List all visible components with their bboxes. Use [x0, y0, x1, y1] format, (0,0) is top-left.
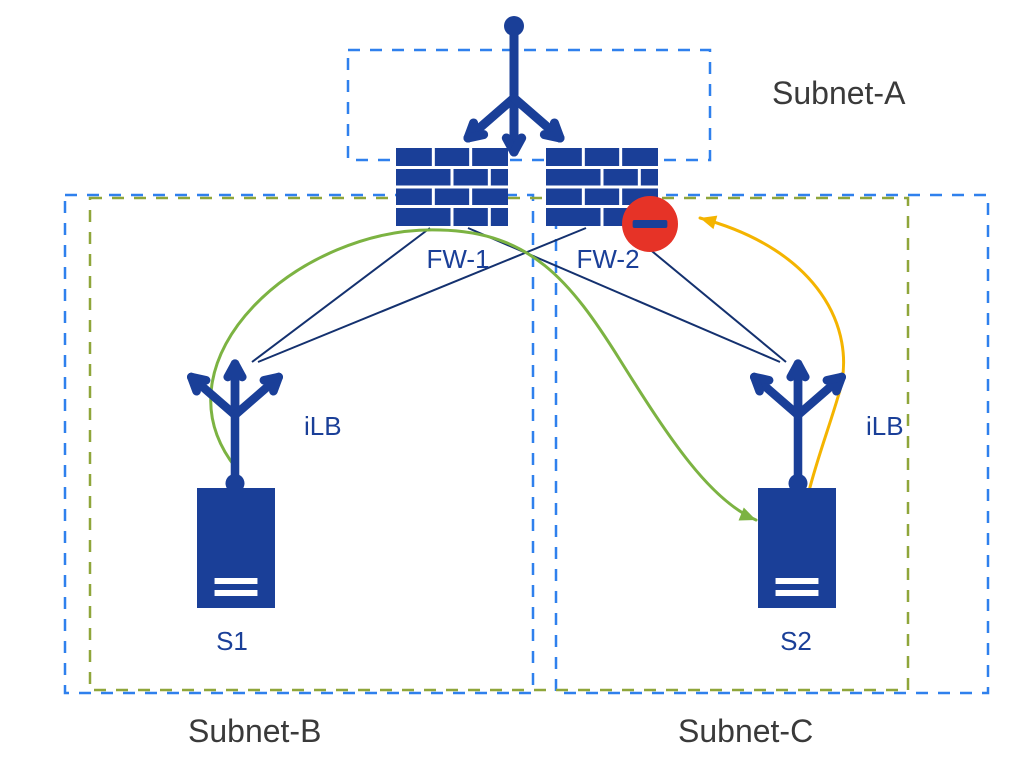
ilb-left-icon	[191, 364, 278, 493]
server-2-icon	[758, 488, 836, 608]
ilb-right-label: iLB	[866, 411, 904, 441]
firewall-1-icon	[396, 148, 508, 226]
subnet-b-label: Subnet-B	[188, 713, 321, 749]
server-1-icon	[197, 488, 275, 608]
subnet-a-box	[348, 50, 710, 160]
subnet-c-label: Subnet-C	[678, 713, 813, 749]
subnet-a-label: Subnet-A	[772, 75, 906, 111]
s2-label: S2	[780, 626, 812, 656]
olive-scope-box	[90, 198, 908, 690]
ilb-left-label: iLB	[304, 411, 342, 441]
flow-yellow-arrow	[698, 211, 717, 229]
fw1-label: FW-1	[426, 244, 489, 274]
flow-green-arrow	[739, 508, 759, 527]
connector-fw2-ilb_left	[258, 228, 586, 362]
fw2-label: FW-2	[576, 244, 639, 274]
load-balancer-top-icon	[468, 16, 560, 152]
s1-label: S1	[216, 626, 248, 656]
